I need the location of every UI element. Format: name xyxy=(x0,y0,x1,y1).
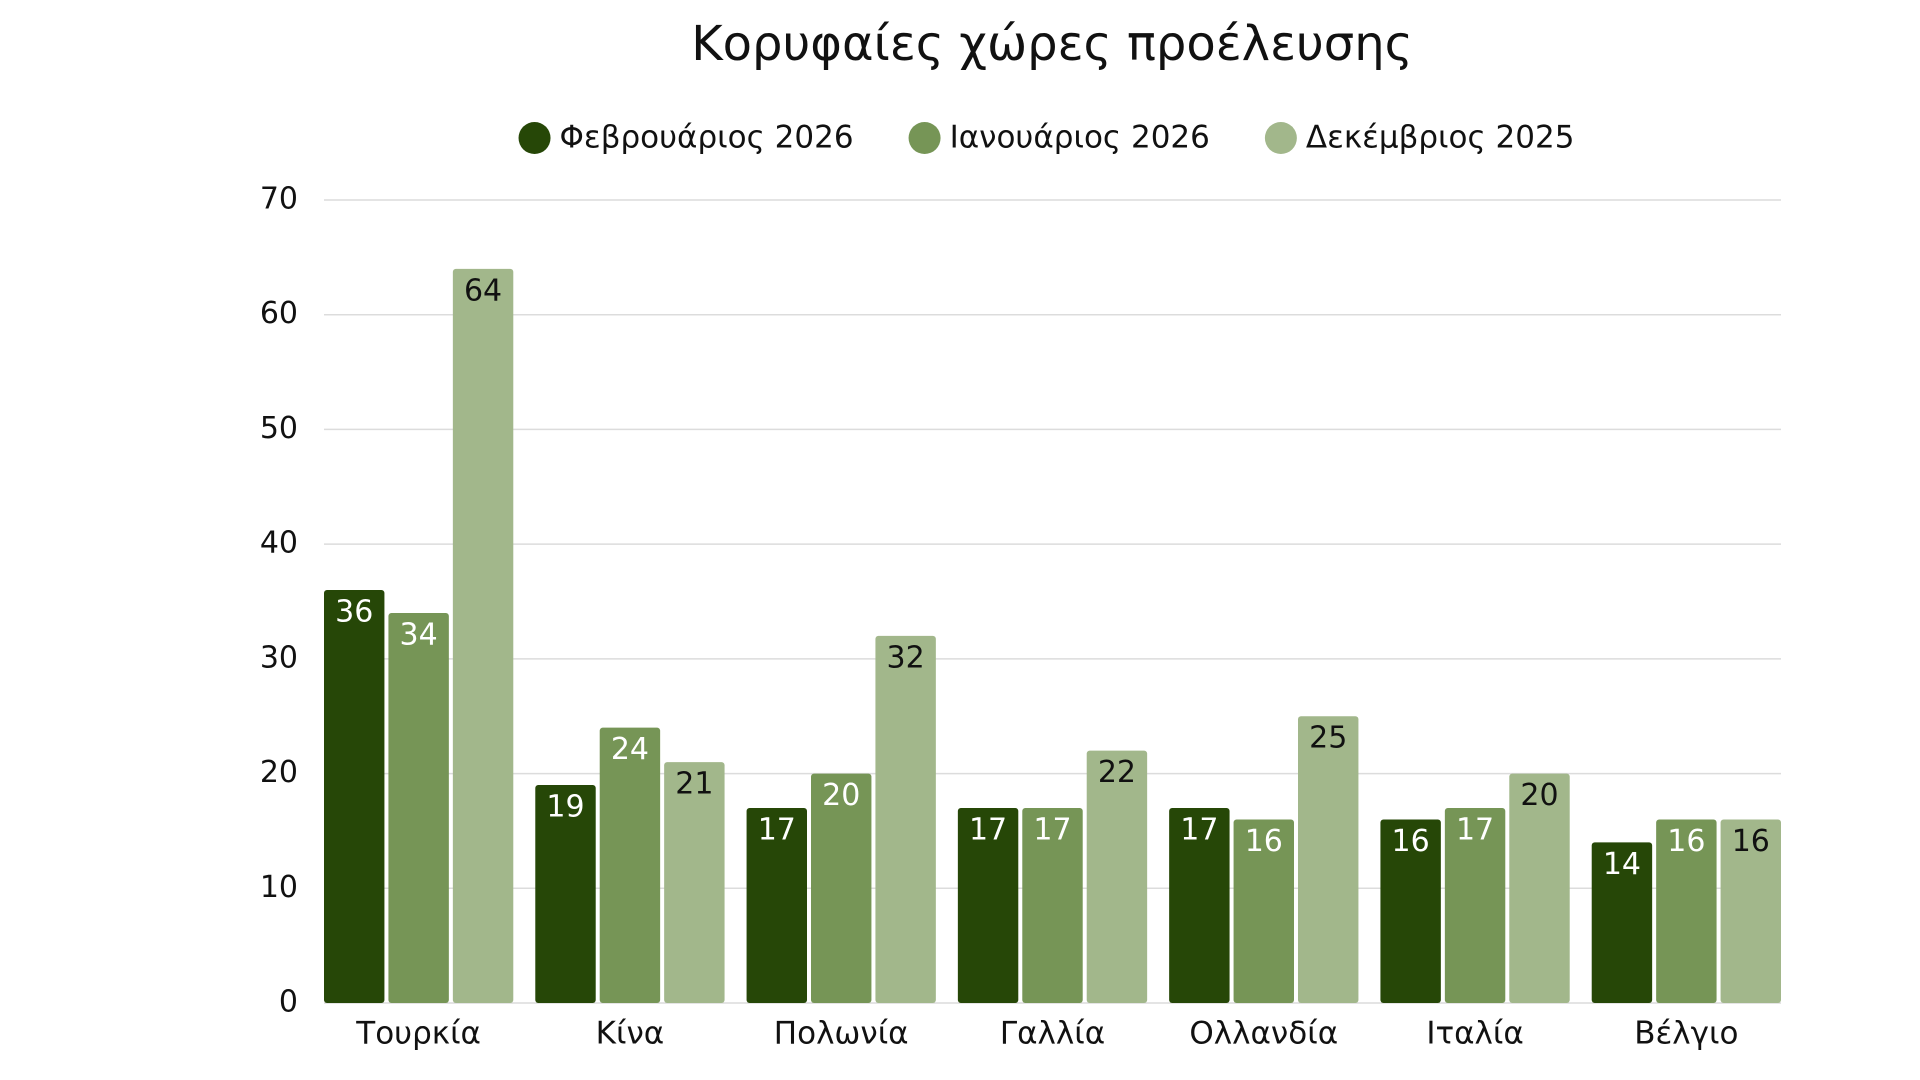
bar xyxy=(599,727,661,1003)
y-tick-label: 0 xyxy=(279,985,298,1020)
value-label: 32 xyxy=(887,640,925,675)
bar xyxy=(1022,807,1083,1003)
value-label: 25 xyxy=(1309,721,1347,756)
x-tick-label: Ολλανδία xyxy=(1189,1016,1338,1052)
value-label: 17 xyxy=(758,812,796,847)
value-label: 17 xyxy=(1456,812,1494,847)
chart-title: Κορυφαίες χώρες προέλευσης xyxy=(691,16,1413,72)
y-tick-label: 70 xyxy=(260,182,298,217)
bar xyxy=(1380,819,1441,1003)
value-label: 14 xyxy=(1603,847,1641,882)
y-tick-label: 60 xyxy=(260,296,298,331)
bar xyxy=(388,612,449,1003)
value-label: 34 xyxy=(400,617,438,652)
legend-marker xyxy=(518,122,551,154)
bar xyxy=(664,762,725,1003)
bar xyxy=(1444,807,1506,1003)
bar xyxy=(811,773,872,1003)
bar xyxy=(1169,807,1230,1003)
value-label: 16 xyxy=(1392,824,1430,859)
bar xyxy=(535,785,596,1003)
bar xyxy=(1233,819,1294,1003)
value-label: 16 xyxy=(1732,824,1770,859)
value-label: 16 xyxy=(1245,824,1283,859)
y-tick-label: 50 xyxy=(260,411,298,446)
value-label: 24 xyxy=(611,732,649,767)
bar xyxy=(957,807,1019,1003)
value-label: 20 xyxy=(1520,778,1558,813)
bar xyxy=(875,635,936,1003)
x-tick-label: Γαλλία xyxy=(1000,1016,1105,1052)
x-tick-label: Τουρκία xyxy=(355,1016,481,1052)
value-label: 20 xyxy=(822,778,860,813)
legend-label: Φεβρουάριος 2026 xyxy=(560,120,854,156)
y-tick-label: 30 xyxy=(260,640,298,675)
bar xyxy=(1720,819,1781,1003)
value-label: 36 xyxy=(335,595,373,630)
x-tick-label: Ιταλία xyxy=(1426,1016,1524,1052)
y-tick-label: 10 xyxy=(260,870,298,905)
value-label: 16 xyxy=(1667,824,1705,859)
y-tick-label: 20 xyxy=(260,755,298,790)
legend-marker xyxy=(1264,122,1297,154)
value-label: 17 xyxy=(1180,812,1218,847)
x-tick-label: Βέλγιο xyxy=(1634,1016,1738,1052)
value-label: 22 xyxy=(1098,755,1136,790)
bar xyxy=(1298,716,1359,1003)
legend-label: Ιανουάριος 2026 xyxy=(950,120,1210,156)
legend-label: Δεκέμβριος 2025 xyxy=(1306,120,1575,156)
bar xyxy=(1509,773,1570,1003)
value-label: 64 xyxy=(464,273,502,308)
bar xyxy=(1591,842,1653,1003)
x-tick-label: Κίνα xyxy=(596,1016,665,1052)
bar xyxy=(746,807,807,1003)
bar xyxy=(1656,819,1717,1003)
legend-marker xyxy=(908,122,941,154)
value-label: 19 xyxy=(546,790,584,825)
value-label: 17 xyxy=(969,812,1007,847)
bar xyxy=(452,268,514,1003)
x-tick-label: Πολωνία xyxy=(774,1016,909,1052)
value-label: 21 xyxy=(675,767,713,802)
y-tick-label: 40 xyxy=(260,526,298,561)
bar xyxy=(324,590,385,1003)
value-label: 17 xyxy=(1033,812,1071,847)
bar xyxy=(1086,750,1148,1003)
